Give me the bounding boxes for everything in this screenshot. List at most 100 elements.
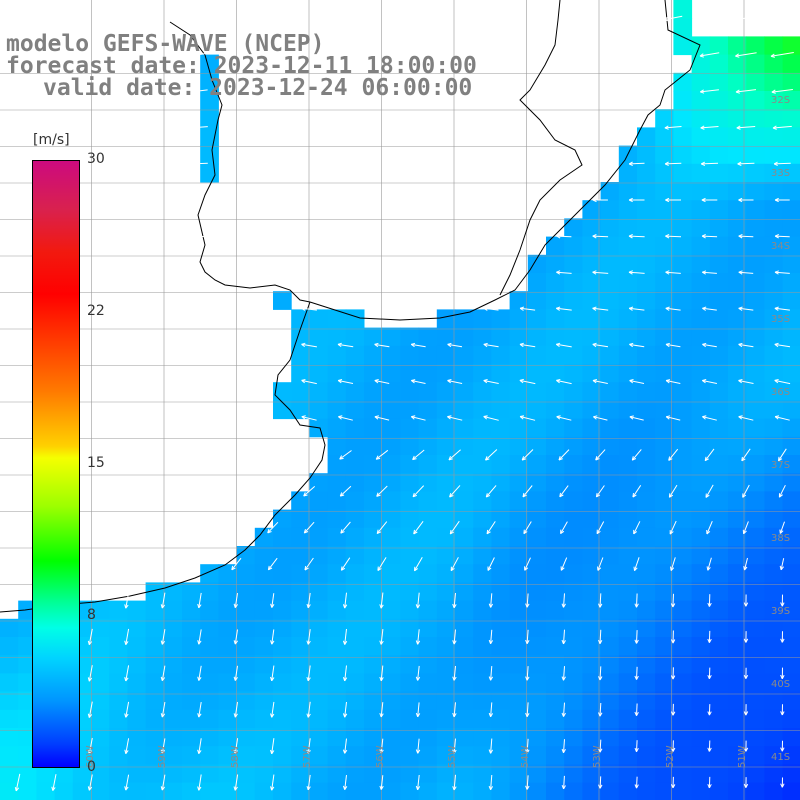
wind-arrow [525,775,530,790]
wind-speed-cell [309,764,329,784]
wind-arrow [304,557,314,571]
wind-speed-cell [527,582,547,602]
wind-arrow [306,738,311,754]
wind-speed-cell [637,637,656,656]
wind-speed-cell [728,36,747,56]
wind-speed-cell [163,764,183,784]
wind-arrow [592,379,608,384]
wind-speed-cell [600,655,620,674]
wind-speed-cell [782,291,800,310]
wind-speed-cell [418,364,438,383]
wind-arrow [379,629,384,645]
wind-speed-cell [527,691,547,711]
wind-speed-cell [364,582,383,602]
wind-speed-cell [509,327,529,347]
wind-arrow [774,342,791,348]
wind-speed-cell [782,655,800,674]
wind-arrow [486,521,496,535]
wind-speed-cell [455,327,474,347]
wind-arrow [374,415,390,421]
wind-speed-cell [364,364,383,383]
wind-speed-cell [655,600,674,620]
wind-speed-cell [109,691,128,711]
wind-speed-cell [764,436,784,456]
wind-speed-cell [455,691,474,711]
wind-speed-cell [618,709,638,729]
wind-arrow [488,774,494,791]
wind-speed-cell [473,418,492,438]
wind-speed-cell [364,345,383,365]
wind-speed-cell [637,291,656,310]
wind-speed-cell [309,673,329,693]
wind-speed-cell [327,382,347,401]
wind-speed-cell [637,600,656,620]
wind-speed-cell [746,91,765,110]
wind-arrow [634,666,639,680]
wind-arrow [780,667,785,680]
wind-arrow [774,234,790,239]
wind-speed-cell [618,200,638,219]
wind-speed-cell [436,382,456,401]
wind-speed-cell [655,764,674,784]
wind-speed-cell [673,491,693,511]
wind-arrow [519,378,536,385]
wind-arrow [741,448,751,462]
wind-speed-cell [400,582,420,602]
wind-speed-cell [400,327,420,347]
wind-arrow [561,666,566,681]
wind-speed-cell [309,509,329,529]
wind-arrow [664,125,682,130]
wind-speed-cell [764,546,784,565]
wind-speed-cell [218,764,238,784]
wind-speed-cell [564,637,583,656]
wind-speed-cell [600,782,620,800]
wind-speed-cell [546,436,565,456]
wind-speed-cell [655,582,674,602]
wind-arrow [774,306,790,311]
wind-speed-cell [382,491,401,511]
wind-speed-cell [436,546,456,565]
wind-speed-cell [455,582,474,602]
wind-arrow [160,629,166,645]
wind-arrow [379,702,384,718]
wind-speed-cell [709,291,729,310]
wind-speed-cell [309,655,329,674]
wind-speed-cell [327,637,347,656]
wind-speed-cell [218,582,238,602]
wind-speed-cell [345,637,365,656]
wind-speed-cell [546,637,565,656]
wind-speed-cell [546,291,565,310]
wind-arrow [233,701,238,718]
wind-arrow [598,593,603,608]
wind-speed-cell [345,618,365,638]
wind-speed-cell [145,582,165,602]
wind-speed-cell [527,728,547,747]
wind-speed-cell [91,764,110,784]
wind-speed-cell [691,72,711,92]
wind-arrow [267,521,279,534]
wind-speed-cell [637,527,656,547]
wind-speed-cell [0,673,19,693]
wind-speed-cell [382,691,401,711]
wind-speed-cell [673,600,693,620]
wind-speed-cell [764,72,784,92]
wind-arrow [342,775,348,790]
wind-speed-cell [709,400,729,420]
wind-arrow [780,777,785,788]
wind-speed-cell [418,473,438,492]
wind-speed-cell [709,436,729,456]
wind-speed-cell [637,200,656,219]
wind-speed-cell [764,509,784,529]
wind-speed-cell [345,655,365,674]
wind-speed-cell [0,764,19,784]
wind-speed-cell [127,655,147,674]
wind-speed-cell [655,200,674,219]
wind-speed-cell [473,637,492,656]
wind-speed-cell [382,582,401,602]
wind-speed-cell [527,309,547,329]
wind-speed-cell [782,782,800,800]
wind-speed-cell [182,600,201,620]
wind-speed-cell [746,764,765,784]
wind-speed-cell [582,473,602,492]
wind-arrow [743,631,749,643]
